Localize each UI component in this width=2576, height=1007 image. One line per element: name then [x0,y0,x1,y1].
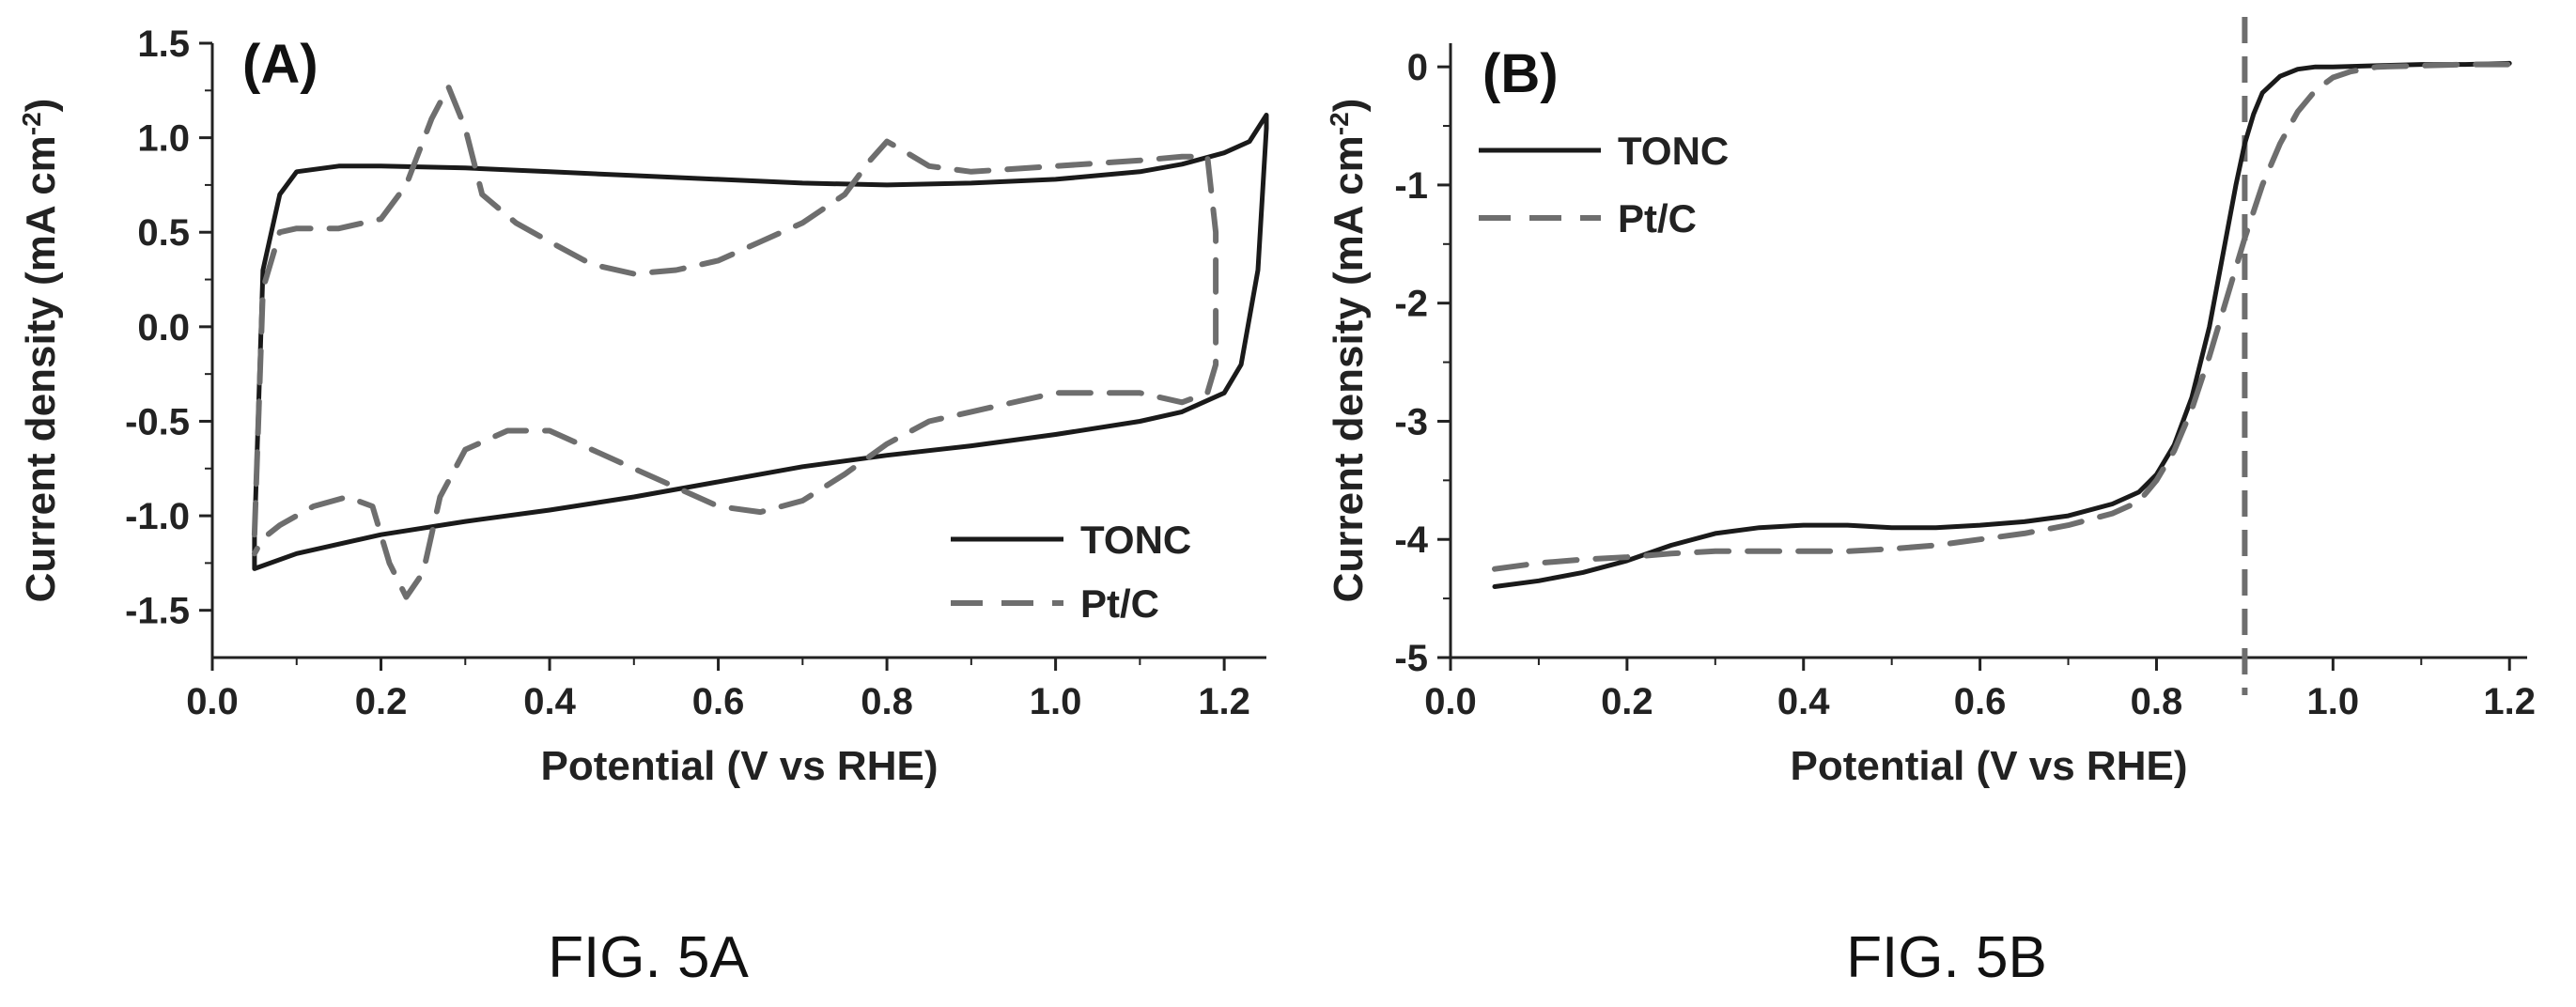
a-x-tick-label: 0.8 [861,681,913,722]
a-series-tonc-line [252,113,1269,571]
panel-a-cyclic-voltammetry: 0.0 0.2 0.4 0.6 0.8 1.0 1.2 -1.5 -1.0 -0.5 0.0 0.5 1… [17,23,1269,990]
a-figure-caption: FIG. 5A [548,925,749,990]
a-panel-label: (A) [242,34,318,95]
b-series-pt-c-line [1492,61,2513,572]
b-figure-caption: FIG. 5B [1846,925,2047,990]
b-legend-label-pt-c: Pt/C [1618,196,1697,240]
a-y-tick-label: 1.5 [137,23,190,65]
b-x-tick-label: 1.2 [2483,681,2536,722]
a-y-tick-label: -1.5 [125,591,190,632]
b-y-axis-title: Current density (mA cm-2) [1325,99,1373,603]
a-x-axis-title: Potential (V vs RHE) [541,743,939,789]
b-legend-label-tonc: TONC [1618,129,1729,173]
b-x-tick-label: 0.6 [1954,681,2007,722]
b-y-tick-label: -1 [1394,165,1428,207]
a-legend-label-tonc: TONC [1080,518,1191,562]
a-x-tick-label: 0.4 [523,681,576,722]
b-y-tick-label: -3 [1394,401,1428,442]
b-x-tick-label: 0.2 [1601,681,1653,722]
b-x-tick-label: 0.0 [1424,681,1477,722]
a-y-tick-label: 1.0 [137,118,190,160]
b-y-tick-label: -4 [1394,519,1428,561]
b-x-axis-title: Potential (V vs RHE) [1791,743,2188,789]
a-y-tick-label: 0.5 [137,212,190,254]
b-y-tick-label: -5 [1394,638,1428,679]
a-x-tick-label: 1.2 [1198,681,1250,722]
a-legend-label-pt-c: Pt/C [1080,581,1159,626]
a-x-tick-label: 0.6 [692,681,745,722]
a-x-tick-label: 0.0 [186,681,239,722]
a-y-axis-title: Current density (mA cm-2) [17,99,65,603]
panel-b-polarization-curve: 0.0 0.2 0.4 0.6 0.8 1.0 1.2 0 -1 -2 -3 -4 -5 Potentia… [1325,17,2536,990]
b-y-tick-label: 0 [1407,47,1428,88]
b-x-tick-label: 0.4 [1777,681,1830,722]
b-x-tick-label: 0.8 [2131,681,2183,722]
a-x-tick-label: 0.2 [355,681,408,722]
a-y-tick-label: -0.5 [125,401,190,442]
a-x-tick-label: 1.0 [1030,681,1082,722]
b-x-tick-label: 1.0 [2307,681,2360,722]
a-y-tick-label: -1.0 [125,496,190,537]
a-series-pt-c-line [251,84,1219,600]
a-y-tick-label: 0.0 [137,307,190,349]
b-y-tick-label: -2 [1394,284,1428,325]
b-panel-label: (B) [1482,43,1559,104]
b-series-tonc-line [1492,60,2512,589]
